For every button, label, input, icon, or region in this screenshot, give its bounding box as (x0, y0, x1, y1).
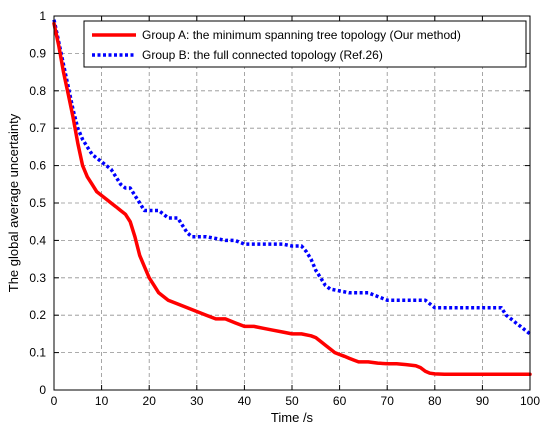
x-tick-label: 100 (520, 394, 540, 408)
series-line-group-b (52, 19, 532, 336)
x-tick-label: 10 (95, 394, 109, 408)
y-tick-label: 0.8 (29, 84, 46, 98)
y-tick-label: 0.9 (29, 46, 46, 60)
y-tick-label: 0 (39, 383, 46, 397)
x-tick-label: 90 (476, 394, 490, 408)
legend-label-group-a: Group A: the minimum spanning tree topol… (142, 28, 461, 42)
x-tick-label: 80 (428, 394, 442, 408)
x-tick-label: 20 (143, 394, 157, 408)
legend-box (83, 20, 527, 68)
legend-label-group-b: Group B: the full connected topology (Re… (142, 48, 383, 62)
x-tick-label: 60 (333, 394, 347, 408)
plot-series (52, 19, 532, 377)
x-tick-label: 0 (51, 394, 58, 408)
y-tick-label: 0.1 (29, 346, 46, 360)
y-tick-label: 0.7 (29, 121, 46, 135)
x-tick-label: 30 (190, 394, 204, 408)
x-tick-label: 70 (381, 394, 395, 408)
y-tick-label: 0.4 (29, 233, 46, 247)
y-tick-label: 0.2 (29, 308, 46, 322)
x-axis-label: Time /s (271, 410, 314, 425)
y-axis-label: The global average uncertainty (6, 113, 21, 292)
x-tick-label: 50 (285, 394, 299, 408)
axis-ticks: 0 10 20 30 40 50 60 70 80 90 100 0 0.1 0.2 0.3 0.4 0.5 0.… (29, 9, 540, 408)
legend: Group A: the minimum spanning tree topol… (83, 20, 527, 68)
x-tick-label: 40 (238, 394, 252, 408)
y-tick-label: 0.3 (29, 271, 46, 285)
y-tick-label: 0.5 (29, 196, 46, 210)
y-tick-label: 1 (39, 9, 46, 23)
y-tick-label: 0.6 (29, 159, 46, 173)
series-line-group-a (52, 21, 532, 377)
